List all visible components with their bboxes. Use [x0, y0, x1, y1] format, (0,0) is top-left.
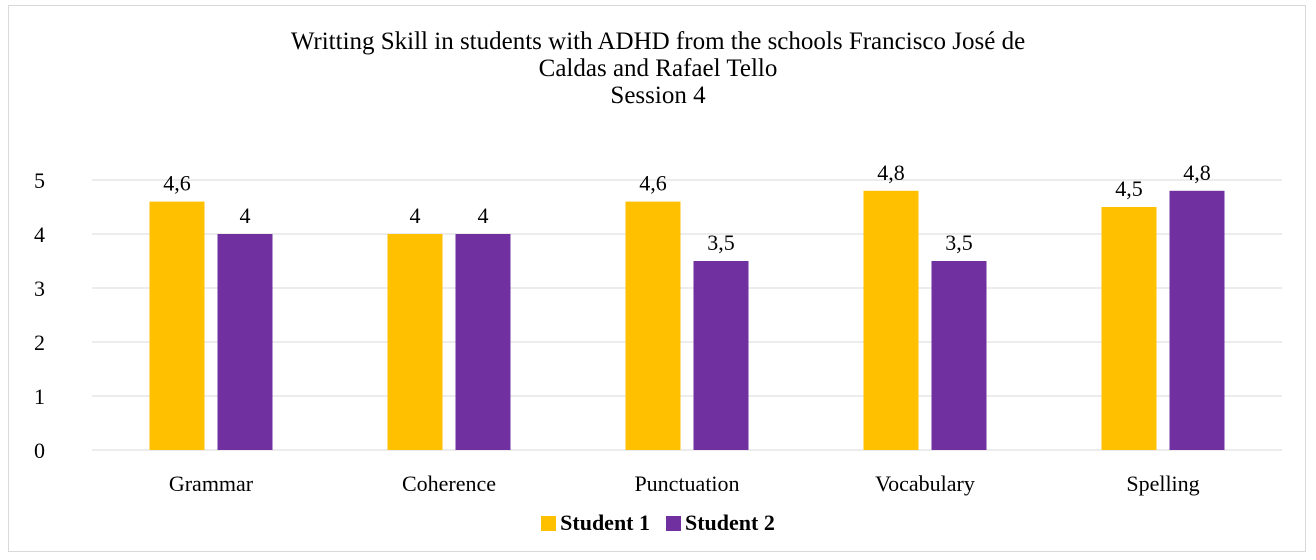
x-tick-label: Spelling: [1126, 471, 1199, 496]
chart-title: Writting Skill in students with ADHD fro…: [0, 28, 1316, 109]
data-label: 3,5: [945, 230, 973, 255]
legend-swatch-student-1: [541, 515, 557, 531]
chart-title-line-2: Caldas and Rafael Tello: [538, 55, 778, 82]
bar-punctuation-series-2: [693, 261, 749, 450]
legend-item-student-2: Student 2: [666, 510, 775, 536]
bar-grammar-series-2: [217, 234, 273, 450]
bar-vocabulary-series-2: [931, 261, 987, 450]
data-label: 4: [410, 203, 421, 228]
data-label: 4,8: [1183, 160, 1211, 185]
bar-spelling-series-1: [1101, 207, 1157, 450]
data-label: 4,8: [877, 160, 905, 185]
data-label: 3,5: [707, 230, 735, 255]
chart-title-line-3: Session 4: [610, 82, 706, 109]
y-tick-label: 3: [34, 276, 45, 301]
legend-label-student-1: Student 1: [560, 510, 650, 535]
chart-legend: Student 1 Student 2: [0, 510, 1316, 536]
data-label: 4,5: [1115, 176, 1143, 201]
y-tick-label: 4: [34, 222, 45, 247]
bar-spelling-series-2: [1169, 190, 1225, 451]
bar-coherence-series-1: [387, 234, 443, 450]
x-tick-label: Vocabulary: [875, 471, 975, 496]
y-tick-label: 0: [34, 438, 45, 463]
chart-title-line-1: Writting Skill in students with ADHD fro…: [290, 28, 1026, 55]
data-label: 4: [478, 203, 489, 228]
bar-vocabulary-series-1: [863, 190, 919, 451]
bar-punctuation-series-1: [625, 201, 681, 450]
legend-swatch-student-2: [666, 515, 681, 531]
legend-label-student-2: Student 2: [685, 510, 775, 535]
bar-coherence-series-2: [455, 234, 511, 450]
x-tick-label: Grammar: [169, 471, 254, 496]
legend-item-student-1: Student 1: [541, 510, 650, 536]
data-label: 4: [240, 203, 251, 228]
y-tick-label: 1: [34, 384, 45, 409]
x-tick-label: Punctuation: [634, 471, 739, 496]
data-label: 4,6: [639, 171, 667, 196]
bar-grammar-series-1: [149, 201, 205, 450]
data-label: 4,6: [163, 171, 191, 196]
y-tick-label: 2: [34, 330, 45, 355]
y-tick-label: 5: [34, 168, 45, 193]
x-tick-label: Coherence: [402, 471, 496, 496]
